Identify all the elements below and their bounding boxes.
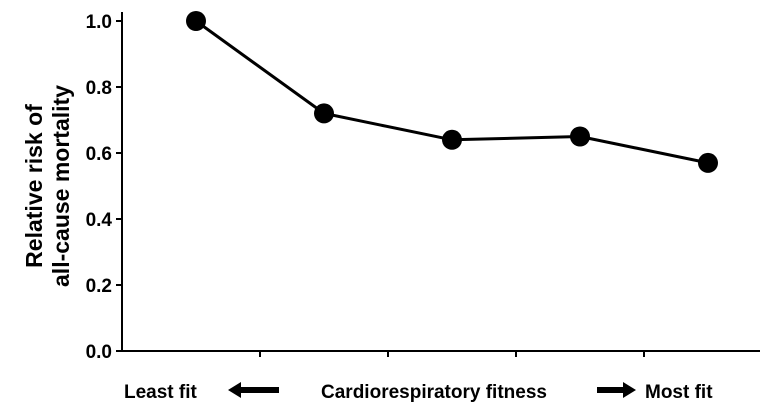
arrow-left-icon xyxy=(228,382,279,398)
y-tick-label: 1.0 xyxy=(86,12,112,33)
data-point-marker xyxy=(442,129,462,150)
axes xyxy=(121,12,760,352)
y-tick-label: 0.4 xyxy=(86,210,113,231)
y-tick-label: 0.6 xyxy=(86,144,112,165)
x-caption-most-fit: Most fit xyxy=(645,382,713,403)
y-tick-label: 0.0 xyxy=(86,342,112,363)
x-axis-caption: Least fit Cardiorespiratory fitness Most… xyxy=(124,382,713,403)
y-tick-label: 0.2 xyxy=(86,276,112,297)
x-ticks xyxy=(259,351,645,357)
y-axis-title-line-1: Relative risk of xyxy=(21,104,47,268)
y-ticks: 0.0 0.2 0.4 0.6 0.8 1.0 xyxy=(86,12,122,363)
data-point-marker xyxy=(186,11,206,31)
arrow-right-icon xyxy=(597,382,636,398)
x-caption-cardiorespiratory-fitness: Cardiorespiratory fitness xyxy=(321,382,547,403)
data-point-marker xyxy=(698,152,718,173)
data-point-marker xyxy=(570,126,590,147)
y-axis-title-line-2: all-cause mortality xyxy=(48,85,74,287)
y-tick-label: 0.8 xyxy=(86,78,112,99)
x-caption-least-fit: Least fit xyxy=(124,382,198,403)
markers-group xyxy=(186,11,718,173)
data-point-marker xyxy=(314,103,334,124)
